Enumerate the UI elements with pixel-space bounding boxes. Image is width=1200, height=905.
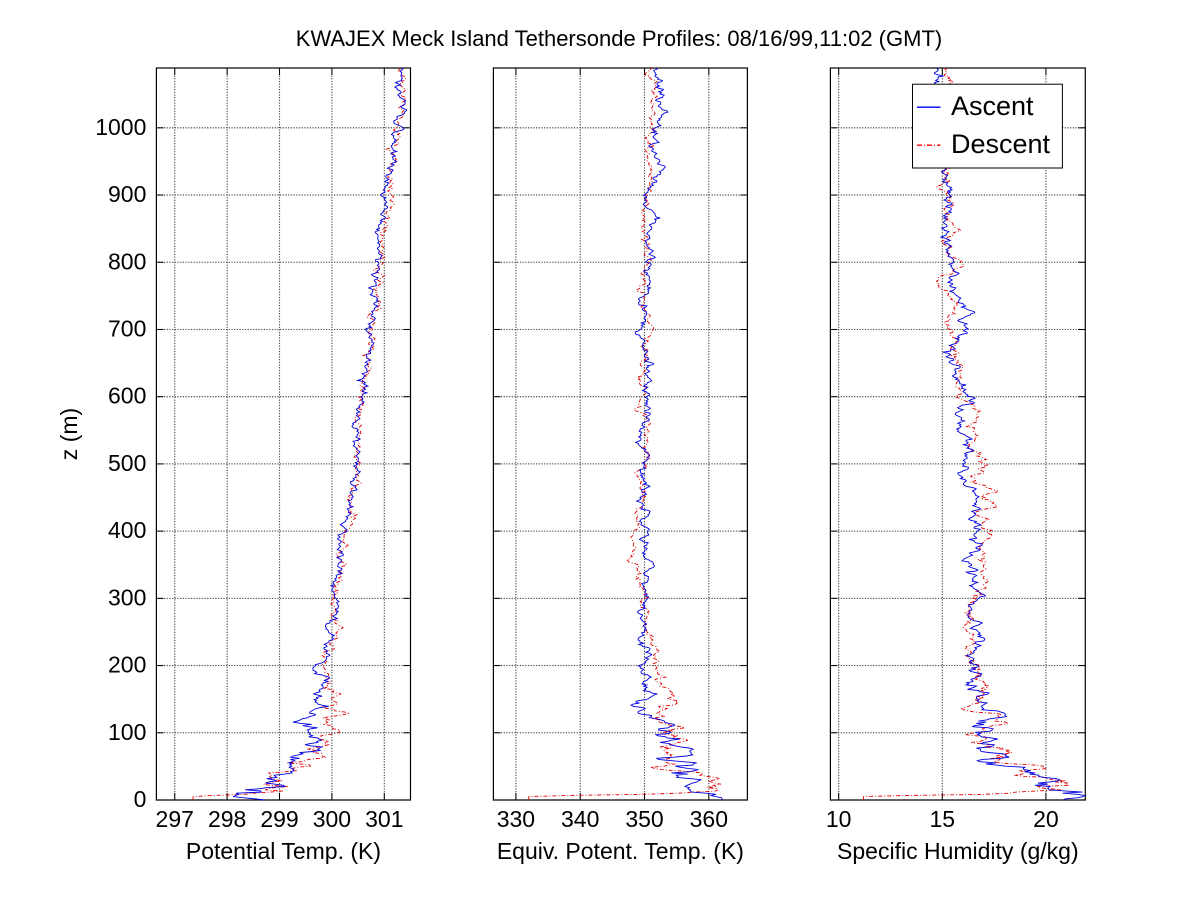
svg-text:300: 300 — [313, 806, 351, 832]
svg-text:Equiv. Potent. Temp. (K): Equiv. Potent. Temp. (K) — [497, 838, 744, 864]
svg-text:KWAJEX Meck Island Tethersonde: KWAJEX Meck Island Tethersonde Profiles:… — [296, 26, 942, 51]
svg-text:15: 15 — [930, 806, 956, 832]
svg-text:z (m): z (m) — [56, 408, 82, 460]
svg-text:350: 350 — [625, 806, 663, 832]
svg-text:340: 340 — [561, 806, 599, 832]
svg-text:300: 300 — [108, 584, 146, 610]
svg-text:800: 800 — [108, 248, 146, 274]
svg-text:200: 200 — [108, 652, 146, 678]
svg-text:20: 20 — [1033, 806, 1059, 832]
svg-text:330: 330 — [497, 806, 535, 832]
svg-text:Potential Temp. (K): Potential Temp. (K) — [186, 838, 381, 864]
svg-text:297: 297 — [156, 806, 194, 832]
svg-text:600: 600 — [108, 383, 146, 409]
svg-text:301: 301 — [365, 806, 403, 832]
svg-text:100: 100 — [108, 719, 146, 745]
svg-text:500: 500 — [108, 450, 146, 476]
svg-text:0: 0 — [134, 786, 147, 812]
svg-text:10: 10 — [826, 806, 852, 832]
svg-text:299: 299 — [260, 806, 298, 832]
svg-text:700: 700 — [108, 315, 146, 341]
svg-text:Ascent: Ascent — [951, 91, 1034, 121]
svg-text:360: 360 — [690, 806, 728, 832]
svg-text:Descent: Descent — [951, 129, 1051, 159]
svg-text:400: 400 — [108, 517, 146, 543]
svg-text:900: 900 — [108, 181, 146, 207]
svg-text:Specific Humidity (g/kg): Specific Humidity (g/kg) — [837, 838, 1079, 864]
svg-text:298: 298 — [208, 806, 246, 832]
svg-text:1000: 1000 — [95, 114, 146, 140]
